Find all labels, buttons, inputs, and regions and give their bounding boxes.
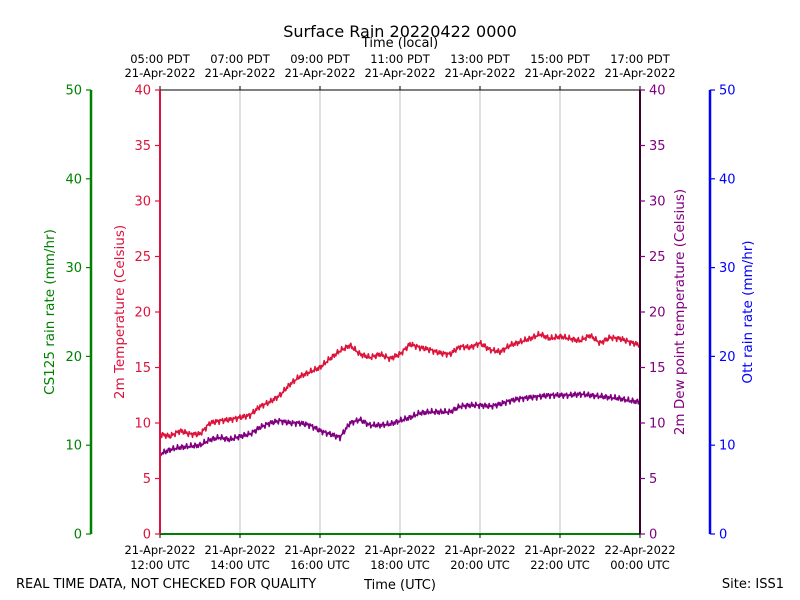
top-tick-label: 21-Apr-2022 — [444, 66, 515, 80]
bottom-tick-label: 12:00 UTC — [130, 558, 190, 572]
top-axis-label: Time (local) — [361, 36, 438, 51]
ott-tick-label: 10 — [719, 439, 736, 454]
gridlines — [239, 90, 561, 534]
cs125-axis-label: CS125 rain rate (mm/hr) — [42, 229, 58, 395]
temperature-tick-label: 35 — [134, 139, 151, 154]
cs125-tick-label: 0 — [74, 528, 82, 543]
series-lines — [159, 330, 641, 457]
top-tick-label: 21-Apr-2022 — [364, 66, 435, 80]
top-tick-label: 21-Apr-2022 — [204, 66, 275, 80]
cs125-tick-label: 40 — [65, 172, 82, 187]
cs125-tick-label: 10 — [65, 439, 82, 454]
temperature-series-line — [159, 330, 641, 439]
dewpoint-series-line — [159, 390, 641, 457]
top-tick-label: 13:00 PDT — [450, 52, 511, 66]
dewpoint-tick-label: 10 — [649, 417, 666, 432]
ott-tick-label: 30 — [719, 261, 736, 276]
bottom-tick-label: 21-Apr-2022 — [444, 543, 515, 557]
cs125-tick-label: 50 — [65, 84, 82, 99]
quality-footer: REAL TIME DATA, NOT CHECKED FOR QUALITY — [16, 577, 316, 592]
dewpoint-tick-label: 35 — [649, 139, 666, 154]
ott-tick-label: 0 — [719, 528, 727, 543]
bottom-tick-label: 20:00 UTC — [450, 558, 510, 572]
top-tick-label: 21-Apr-2022 — [284, 66, 355, 80]
site-footer: Site: ISS1 — [722, 577, 784, 592]
dewpoint-tick-label: 20 — [649, 306, 666, 321]
dewpoint-tick-label: 5 — [649, 472, 657, 487]
temperature-tick-label: 10 — [134, 417, 151, 432]
bottom-tick-label: 21-Apr-2022 — [524, 543, 595, 557]
temperature-tick-label: 40 — [134, 84, 151, 99]
bottom-tick-label: 14:00 UTC — [210, 558, 270, 572]
temperature-tick-label: 0 — [143, 528, 151, 543]
dewpoint-tick-label: 40 — [649, 84, 666, 99]
bottom-tick-label: 21-Apr-2022 — [124, 543, 195, 557]
temperature-tick-label: 25 — [134, 250, 151, 265]
bottom-tick-label: 00:00 UTC — [610, 558, 670, 572]
x-axis-label: Time (UTC) — [363, 578, 436, 593]
dewpoint-tick-label: 25 — [649, 250, 666, 265]
temperature-tick-label: 20 — [134, 306, 151, 321]
dewpoint-tick-label: 0 — [649, 528, 657, 543]
temperature-tick-label: 5 — [143, 472, 151, 487]
ott-tick-label: 50 — [719, 84, 736, 99]
ott-tick-label: 20 — [719, 350, 736, 365]
top-tick-label: 21-Apr-2022 — [124, 66, 195, 80]
top-tick-label: 21-Apr-2022 — [604, 66, 675, 80]
dewpoint-axis-label: 2m Dew point temperature (Celsius) — [672, 189, 688, 435]
cs125-tick-label: 20 — [65, 350, 82, 365]
top-tick-label: 07:00 PDT — [210, 52, 271, 66]
bottom-tick-label: 22-Apr-2022 — [604, 543, 675, 557]
bottom-tick-label: 18:00 UTC — [370, 558, 430, 572]
bottom-tick-label: 21-Apr-2022 — [204, 543, 275, 557]
temperature-tick-label: 30 — [134, 195, 151, 210]
top-tick-label: 11:00 PDT — [370, 52, 431, 66]
bottom-tick-label: 21-Apr-2022 — [284, 543, 355, 557]
bottom-tick-label: 16:00 UTC — [290, 558, 350, 572]
ott-tick-label: 40 — [719, 172, 736, 187]
top-tick-label: 21-Apr-2022 — [524, 66, 595, 80]
dewpoint-tick-label: 30 — [649, 195, 666, 210]
top-tick-label: 05:00 PDT — [130, 52, 191, 66]
bottom-tick-label: 22:00 UTC — [530, 558, 590, 572]
temperature-tick-label: 15 — [134, 361, 151, 376]
top-tick-label: 17:00 PDT — [610, 52, 671, 66]
ott-axis-label: Ott rain rate (mm/hr) — [740, 240, 756, 383]
chart-title: Surface Rain 20220422 0000 — [283, 22, 517, 41]
dewpoint-tick-label: 15 — [649, 361, 666, 376]
bottom-tick-label: 21-Apr-2022 — [364, 543, 435, 557]
cs125-tick-label: 30 — [65, 261, 82, 276]
top-tick-label: 15:00 PDT — [530, 52, 591, 66]
top-tick-label: 09:00 PDT — [290, 52, 351, 66]
temperature-axis-label: 2m Temperature (Celsius) — [112, 225, 128, 399]
